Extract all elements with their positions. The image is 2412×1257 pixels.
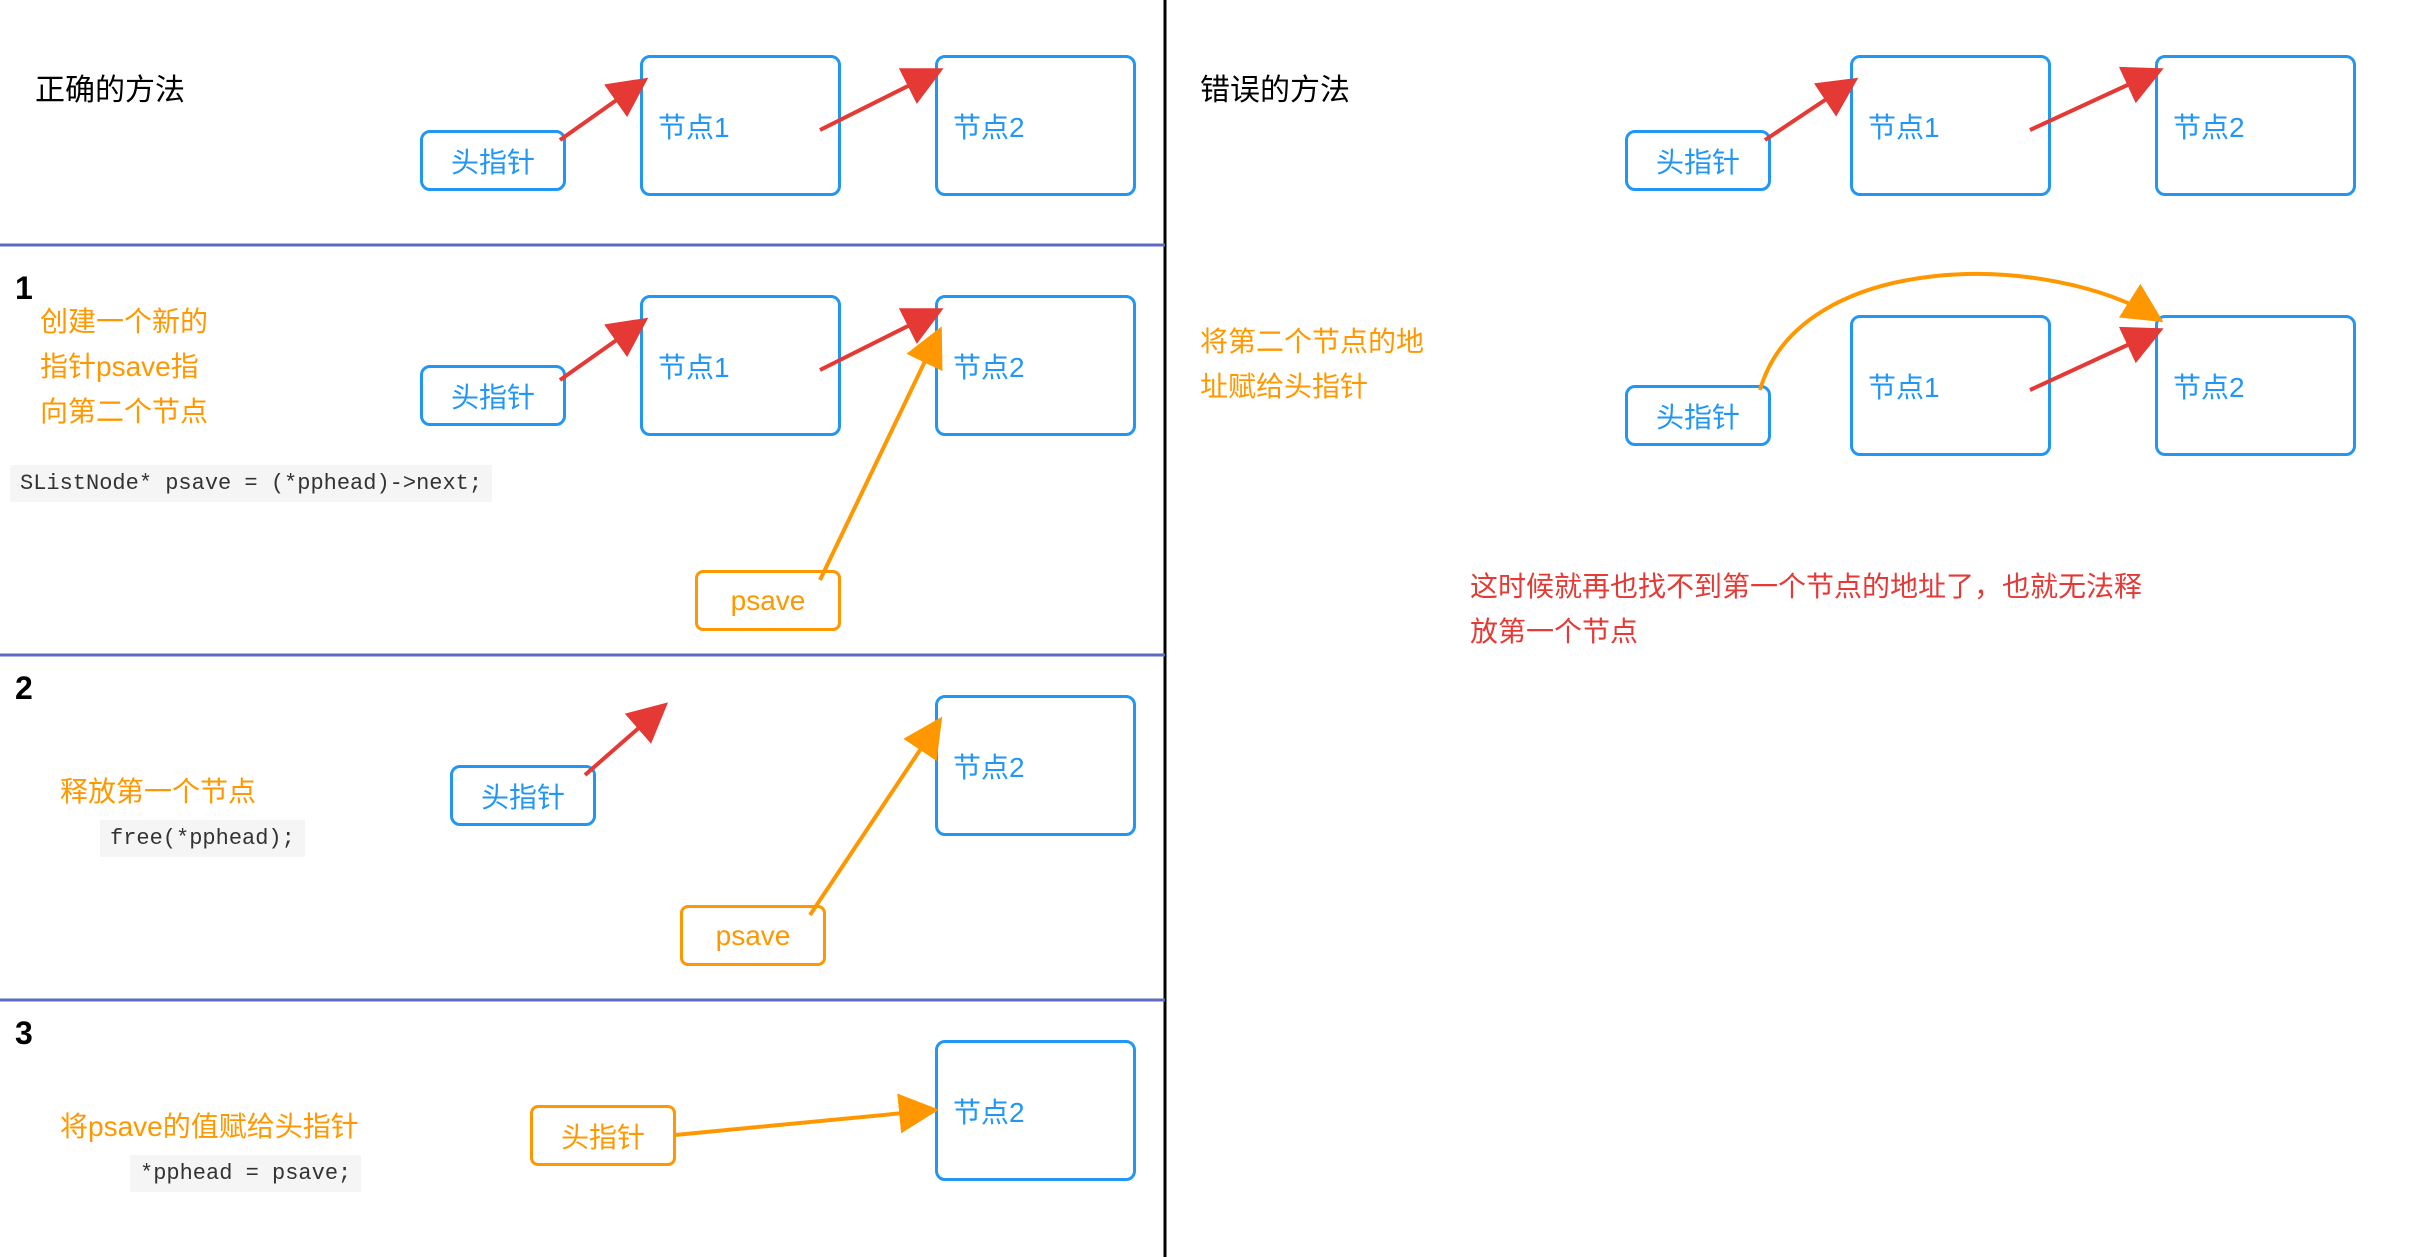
step2-num: 2 [15, 670, 33, 707]
l0-n1: 节点1 [640, 55, 841, 196]
l1-psave: psave [695, 570, 841, 631]
left-title: 正确的方法 [35, 65, 185, 109]
step3-note: 将psave的值赋给头指针 [60, 1105, 359, 1150]
r0-n1: 节点1 [1850, 55, 2051, 196]
r0-head: 头指针 [1625, 130, 1771, 191]
l1-n1: 节点1 [640, 295, 841, 436]
l1-n2: 节点2 [935, 295, 1136, 436]
right-title: 错误的方法 [1200, 65, 1350, 109]
l3-head: 头指针 [530, 1105, 676, 1166]
step2-note: 释放第一个节点 [60, 770, 256, 815]
l2-psave: psave [680, 905, 826, 966]
r1-head: 头指针 [1625, 385, 1771, 446]
l0-head: 头指针 [420, 130, 566, 191]
r0-n2: 节点2 [2155, 55, 2356, 196]
r1-note-l1: 将第二个节点的地 [1200, 320, 1424, 365]
l0-n2: 节点2 [935, 55, 1136, 196]
step1-note-l2: 指针psave指 [40, 345, 199, 390]
r1-n2: 节点2 [2155, 315, 2356, 456]
r1-n1: 节点1 [1850, 315, 2051, 456]
step1-note-l1: 创建一个新的 [40, 300, 208, 345]
step2-code: free(*pphead); [100, 820, 305, 857]
l2-head: 头指针 [450, 765, 596, 826]
step3-code: *pphead = psave; [130, 1155, 361, 1192]
step1-note-l3: 向第二个节点 [40, 390, 208, 435]
step3-num: 3 [15, 1015, 33, 1052]
l1-head: 头指针 [420, 365, 566, 426]
step1-code: SListNode* psave = (*pphead)->next; [10, 465, 492, 502]
warn-l1: 这时候就再也找不到第一个节点的地址了，也就无法释 [1470, 565, 2142, 610]
l2-n2: 节点2 [935, 695, 1136, 836]
step1-num: 1 [15, 270, 33, 307]
r1-note-l2: 址赋给头指针 [1200, 365, 1368, 410]
warn-l2: 放第一个节点 [1470, 610, 1638, 655]
l3-n2: 节点2 [935, 1040, 1136, 1181]
